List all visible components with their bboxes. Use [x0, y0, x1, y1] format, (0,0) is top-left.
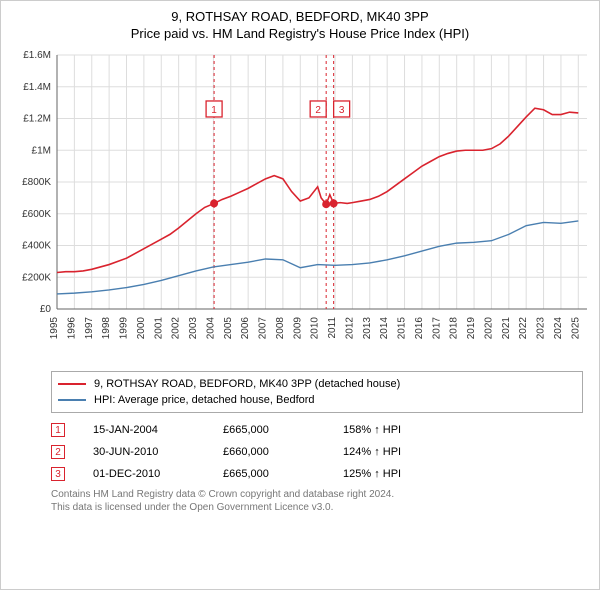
- sale-date: 15-JAN-2004: [93, 424, 223, 436]
- legend: 9, ROTHSAY ROAD, BEDFORD, MK40 3PP (deta…: [51, 371, 583, 413]
- chart-card: 9, ROTHSAY ROAD, BEDFORD, MK40 3PP Price…: [0, 0, 600, 590]
- sale-pct: 125% ↑ HPI: [343, 468, 463, 480]
- svg-text:2010: 2010: [310, 317, 321, 340]
- title-sub: Price paid vs. HM Land Registry's House …: [7, 26, 593, 41]
- sale-marker: 2: [51, 445, 65, 459]
- svg-text:2004: 2004: [205, 317, 216, 340]
- sale-pct: 124% ↑ HPI: [343, 446, 463, 458]
- svg-text:3: 3: [339, 105, 345, 116]
- svg-text:2003: 2003: [188, 317, 199, 340]
- sale-marker: 3: [51, 467, 65, 481]
- svg-text:2024: 2024: [553, 317, 564, 340]
- svg-text:2017: 2017: [431, 317, 442, 340]
- legend-swatch: [58, 399, 86, 401]
- svg-text:2022: 2022: [518, 317, 529, 340]
- svg-text:2019: 2019: [466, 317, 477, 340]
- svg-text:2002: 2002: [171, 317, 182, 340]
- svg-text:1999: 1999: [119, 317, 130, 340]
- svg-text:1995: 1995: [49, 317, 60, 340]
- chart-area: £0 £200K £400K £600K £800K £1M £1.2M £1.4M £1.6M…: [7, 47, 593, 367]
- legend-item: 9, ROTHSAY ROAD, BEDFORD, MK40 3PP (deta…: [58, 376, 576, 392]
- svg-text:2006: 2006: [240, 317, 251, 340]
- sale-price: £665,000: [223, 468, 343, 480]
- svg-text:2025: 2025: [570, 317, 581, 340]
- svg-text:2: 2: [315, 105, 321, 116]
- title-main: 9, ROTHSAY ROAD, BEDFORD, MK40 3PP: [7, 9, 593, 24]
- svg-text:£0: £0: [40, 304, 52, 315]
- svg-text:£600K: £600K: [22, 209, 51, 220]
- svg-text:2013: 2013: [362, 317, 373, 340]
- svg-text:2023: 2023: [536, 317, 547, 340]
- svg-text:2016: 2016: [414, 317, 425, 340]
- legend-label: 9, ROTHSAY ROAD, BEDFORD, MK40 3PP (deta…: [94, 378, 400, 390]
- sale-row: 2 30-JUN-2010£660,000124% ↑ HPI: [51, 441, 583, 463]
- footer: Contains HM Land Registry data © Crown c…: [51, 489, 583, 514]
- svg-text:2009: 2009: [292, 317, 303, 340]
- svg-text:2008: 2008: [275, 317, 286, 340]
- sale-pct: 158% ↑ HPI: [343, 424, 463, 436]
- legend-swatch: [58, 383, 86, 385]
- line-chart: £0 £200K £400K £600K £800K £1M £1.2M £1.4M £1.6M…: [7, 47, 593, 367]
- svg-text:2020: 2020: [483, 317, 494, 340]
- svg-text:£1.2M: £1.2M: [23, 114, 51, 125]
- svg-text:1998: 1998: [101, 317, 112, 340]
- svg-text:£200K: £200K: [22, 272, 51, 283]
- sale-row: 1 15-JAN-2004£665,000158% ↑ HPI: [51, 419, 583, 441]
- legend-label: HPI: Average price, detached house, Bedf…: [94, 394, 315, 406]
- svg-text:£1M: £1M: [32, 145, 51, 156]
- sale-date: 01-DEC-2010: [93, 468, 223, 480]
- svg-text:1: 1: [211, 105, 217, 116]
- svg-text:£1.4M: £1.4M: [23, 82, 51, 93]
- svg-text:1997: 1997: [84, 317, 95, 340]
- svg-text:2005: 2005: [223, 317, 234, 340]
- titles: 9, ROTHSAY ROAD, BEDFORD, MK40 3PP Price…: [7, 7, 593, 47]
- svg-text:2011: 2011: [327, 317, 338, 339]
- sale-row: 3 01-DEC-2010£665,000125% ↑ HPI: [51, 463, 583, 485]
- svg-text:2001: 2001: [153, 317, 164, 340]
- svg-text:£400K: £400K: [22, 241, 51, 252]
- svg-text:2000: 2000: [136, 317, 147, 340]
- sale-marker: 1: [51, 423, 65, 437]
- svg-text:2015: 2015: [397, 317, 408, 340]
- svg-text:£1.6M: £1.6M: [23, 50, 51, 61]
- footer-line-1: Contains HM Land Registry data © Crown c…: [51, 489, 583, 502]
- svg-text:£800K: £800K: [22, 177, 51, 188]
- sale-price: £660,000: [223, 446, 343, 458]
- svg-text:2007: 2007: [258, 317, 269, 340]
- svg-text:2014: 2014: [379, 317, 390, 340]
- sale-date: 30-JUN-2010: [93, 446, 223, 458]
- footer-line-2: This data is licensed under the Open Gov…: [51, 502, 583, 515]
- svg-text:2018: 2018: [449, 317, 460, 340]
- svg-text:1996: 1996: [66, 317, 77, 340]
- svg-text:2021: 2021: [501, 317, 512, 340]
- sale-price: £665,000: [223, 424, 343, 436]
- legend-item: HPI: Average price, detached house, Bedf…: [58, 392, 576, 408]
- svg-text:2012: 2012: [344, 317, 355, 340]
- sales-table: 115-JAN-2004£665,000158% ↑ HPI230-JUN-20…: [51, 419, 583, 485]
